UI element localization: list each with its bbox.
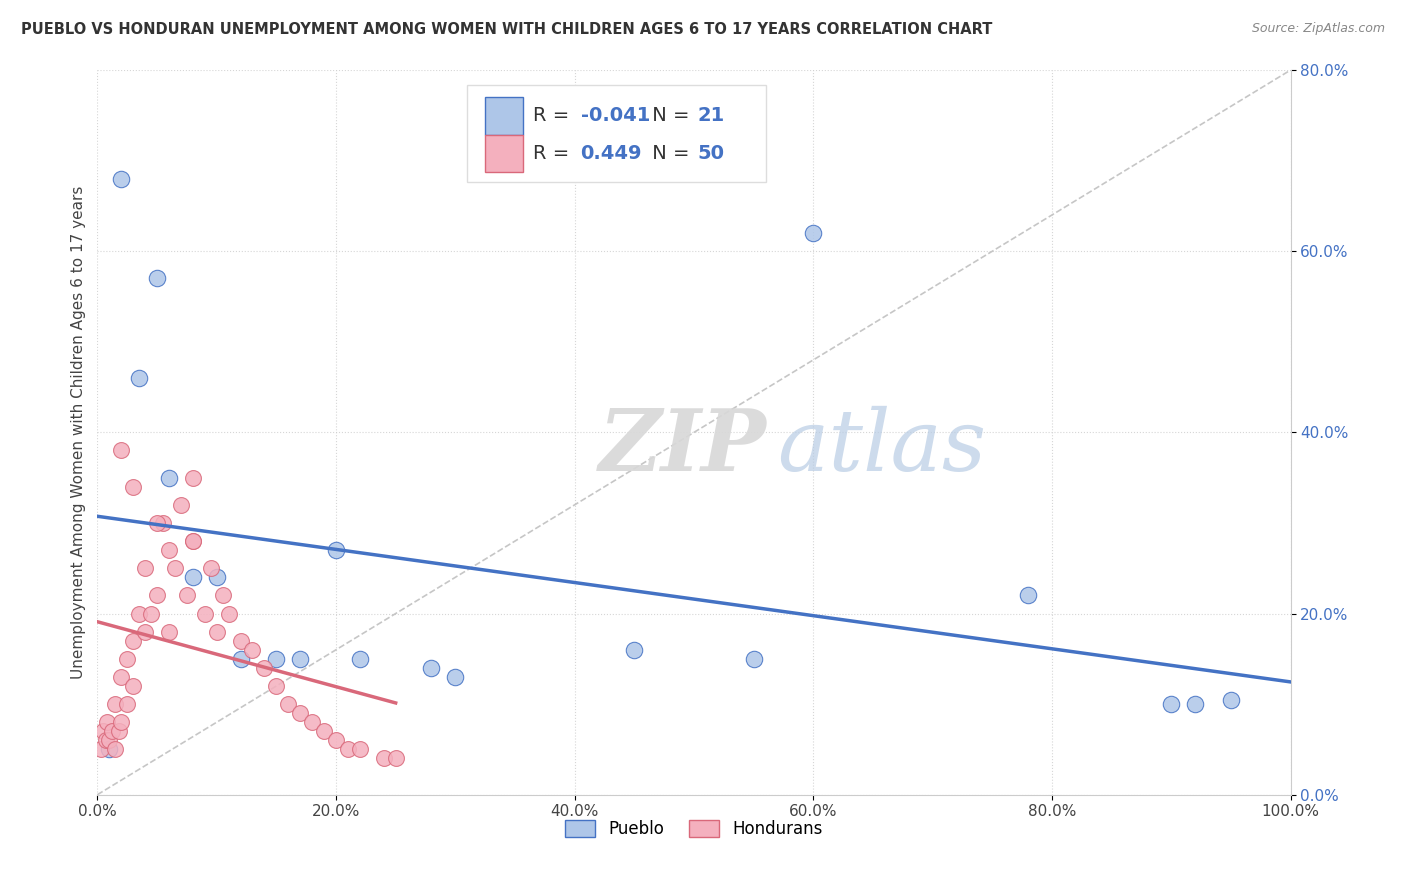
Y-axis label: Unemployment Among Women with Children Ages 6 to 17 years: Unemployment Among Women with Children A… <box>72 186 86 679</box>
Point <box>218 607 240 621</box>
Point <box>152 516 174 530</box>
Point <box>100 724 122 739</box>
Point <box>110 715 132 730</box>
Text: 0.449: 0.449 <box>581 144 643 163</box>
Point <box>98 733 121 747</box>
Point <box>1017 589 1039 603</box>
FancyBboxPatch shape <box>485 97 523 135</box>
Point <box>349 742 371 756</box>
Text: ZIP: ZIP <box>599 405 766 489</box>
Point <box>157 471 180 485</box>
Text: 50: 50 <box>697 144 724 163</box>
Point <box>277 697 299 711</box>
Text: N =: N = <box>647 144 696 163</box>
Point <box>266 679 288 693</box>
Point <box>115 697 138 711</box>
Text: 21: 21 <box>697 106 725 125</box>
Point <box>1219 692 1241 706</box>
FancyBboxPatch shape <box>467 85 766 182</box>
Point <box>325 543 347 558</box>
Point <box>373 751 395 765</box>
Point <box>104 697 127 711</box>
Point <box>104 742 127 756</box>
Point <box>98 742 121 756</box>
Point <box>349 652 371 666</box>
Point <box>181 534 204 549</box>
Point <box>742 652 765 666</box>
Text: R =: R = <box>533 106 575 125</box>
FancyBboxPatch shape <box>485 135 523 172</box>
Point <box>122 633 145 648</box>
Point <box>181 570 204 584</box>
Point <box>139 607 162 621</box>
Point <box>229 652 252 666</box>
Text: N =: N = <box>647 106 696 125</box>
Point <box>170 498 193 512</box>
Point <box>205 570 228 584</box>
Point <box>146 516 169 530</box>
Point <box>301 715 323 730</box>
Point <box>115 652 138 666</box>
Point <box>91 724 114 739</box>
Point <box>312 724 335 739</box>
Point <box>444 670 467 684</box>
Point <box>94 733 117 747</box>
Point <box>122 480 145 494</box>
Point <box>384 751 406 765</box>
Point <box>623 642 645 657</box>
Point <box>157 543 180 558</box>
Point <box>229 633 252 648</box>
Point <box>128 371 150 385</box>
Point <box>253 661 276 675</box>
Point <box>108 724 131 739</box>
Text: atlas: atlas <box>778 406 987 488</box>
Point <box>266 652 288 666</box>
Point <box>420 661 443 675</box>
Point <box>290 706 312 721</box>
Point <box>181 471 204 485</box>
Text: -0.041: -0.041 <box>581 106 650 125</box>
Point <box>176 589 198 603</box>
Point <box>325 733 347 747</box>
Text: R =: R = <box>533 144 575 163</box>
Point <box>336 742 359 756</box>
Point <box>96 715 118 730</box>
Point <box>1160 697 1182 711</box>
Point <box>200 561 222 575</box>
Point <box>242 642 264 657</box>
Point <box>157 624 180 639</box>
Point <box>290 652 312 666</box>
Point <box>90 742 112 756</box>
Point <box>110 670 132 684</box>
Point <box>146 271 169 285</box>
Point <box>194 607 217 621</box>
Point <box>134 624 156 639</box>
Text: Source: ZipAtlas.com: Source: ZipAtlas.com <box>1251 22 1385 36</box>
Point <box>801 226 824 240</box>
Point <box>211 589 233 603</box>
Point <box>1184 697 1206 711</box>
Point <box>134 561 156 575</box>
Legend: Pueblo, Hondurans: Pueblo, Hondurans <box>558 813 830 845</box>
Text: PUEBLO VS HONDURAN UNEMPLOYMENT AMONG WOMEN WITH CHILDREN AGES 6 TO 17 YEARS COR: PUEBLO VS HONDURAN UNEMPLOYMENT AMONG WO… <box>21 22 993 37</box>
Point <box>122 679 145 693</box>
Point <box>110 443 132 458</box>
Point <box>181 534 204 549</box>
Point <box>163 561 186 575</box>
Point <box>110 171 132 186</box>
Point <box>205 624 228 639</box>
Point <box>128 607 150 621</box>
Point <box>146 589 169 603</box>
